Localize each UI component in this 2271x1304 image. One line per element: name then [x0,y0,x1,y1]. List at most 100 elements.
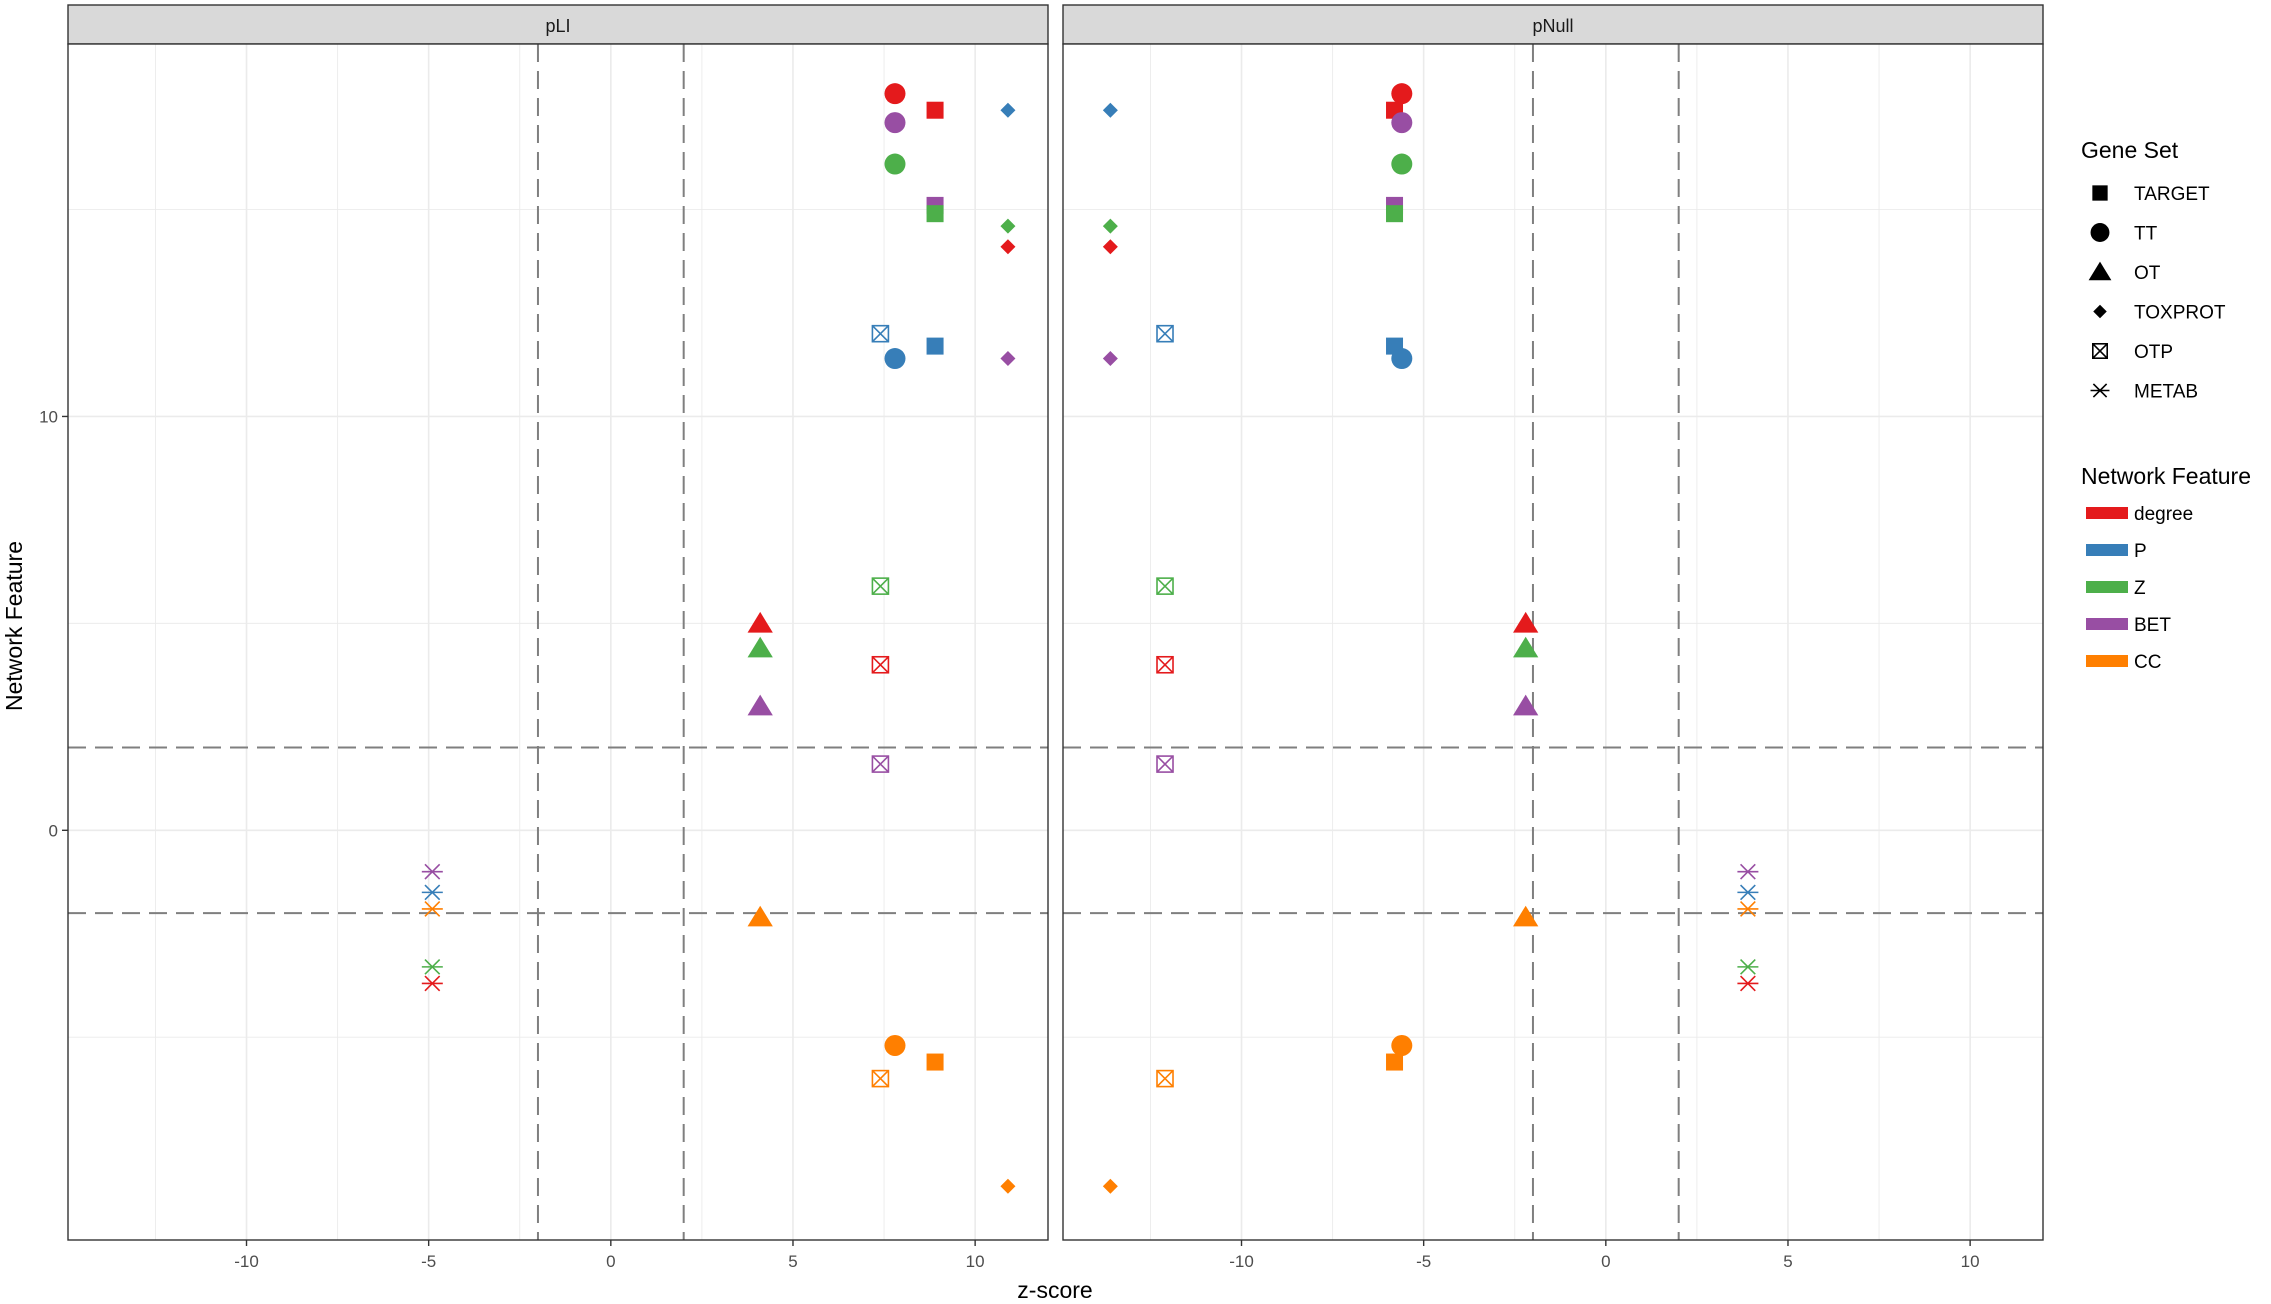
point-tt-cc [884,1034,906,1056]
y-axis-ticks: 0 10 [39,407,68,840]
point-tt-z [884,153,906,175]
point-metab-degree [1737,975,1759,992]
point-otp-cc [1156,1069,1174,1088]
point-toxprot-bet [1102,351,1118,367]
panel-background [1063,44,2043,1240]
point-otp-z [1156,577,1174,595]
x-tick-label: 0 [606,1252,615,1271]
panel-border [1062,43,2044,1241]
legend-label: TOXPROT [2134,303,2226,324]
point-otp-p [871,324,890,343]
legend-item-ot: OT [2088,261,2161,284]
legend-key-bet [2086,618,2128,630]
point-otp-z [871,577,890,595]
panel-pli: pLI -10 -5 0 5 10 0 10 [39,4,1049,1271]
legend-key-otp [2092,342,2109,359]
x-tick-label: -10 [234,1252,259,1271]
legend-key-ot [2088,261,2112,281]
legend-label: P [2134,541,2147,562]
point-metab-degree [421,975,443,992]
legend-key-degree [2086,507,2128,519]
point-target-degree [926,101,944,119]
y-tick-label: 0 [49,821,58,840]
data-points [1102,83,1759,1194]
legend-label: degree [2134,504,2193,525]
legend-key-toxprot [2093,304,2107,319]
point-toxprot-degree [1000,239,1016,255]
x-axis-ticks: -10 -5 0 5 10 [1229,1240,1980,1271]
point-toxprot-p [1102,102,1118,118]
point-ot-cc [1513,905,1539,927]
legend-network-feature: Network Feature degree PZ BET CC [2081,463,2251,673]
legend-gene-set: Gene Set TARGET TT OT TOXPROT OTP METAB [2081,137,2226,403]
point-tt-p [884,348,906,370]
point-ot-bet [747,694,773,716]
point-tt-degree [884,83,906,105]
reference-lines [1063,44,2043,1240]
legend-item-degree: degree [2086,504,2193,525]
legend-item-metab: METAB [2090,382,2198,403]
legend-title: Network Feature [2081,463,2251,489]
legend-key-cc [2086,655,2128,667]
y-axis-title: Network Feature [1,541,27,711]
point-ot-degree [1513,611,1539,633]
facet-strip: pLI [67,4,1049,45]
point-metab-cc [421,901,443,917]
axis-titles: z-score Network Feature [1,541,1093,1303]
point-tt-degree [1391,83,1413,105]
point-metab-z [421,958,443,975]
x-tick-label: -5 [1416,1252,1431,1271]
panel-background [68,44,1048,1240]
point-toxprot-z [1102,218,1118,234]
point-toxprot-cc [1000,1178,1016,1194]
point-toxprot-bet [1000,351,1016,367]
x-tick-label: 10 [966,1252,985,1271]
point-target-z [1386,205,1404,223]
point-ot-z [747,636,773,658]
point-metab-p [1737,884,1759,901]
point-ot-degree [747,611,773,633]
point-tt-bet [884,112,906,134]
legend-item-otp: OTP [2092,342,2173,363]
legend-label: TT [2134,224,2158,245]
legend-item-target: TARGET [2092,184,2210,205]
legend-key-metab [2090,383,2110,398]
legend-item-tt: TT [2090,223,2158,245]
panel-pnull: pNull -10 -5 0 5 10 [1062,4,2044,1271]
grid-lines [68,44,1048,1240]
grid-lines [1063,44,2043,1240]
point-ot-z [1513,636,1539,658]
legend-label: Z [2134,578,2146,599]
point-toxprot-p [1000,102,1016,118]
x-axis-title: z-score [1017,1277,1092,1303]
point-metab-z [1737,958,1759,975]
point-tt-z [1391,153,1413,175]
legend-item-bet: BET [2086,615,2171,636]
x-tick-label: 10 [1961,1252,1980,1271]
legend-item-z: Z [2086,578,2146,599]
point-metab-cc [1737,901,1759,917]
y-tick-label: 10 [39,407,58,426]
point-otp-bet [1156,755,1174,773]
legend-label: METAB [2134,382,2198,403]
x-tick-label: 0 [1601,1252,1610,1271]
panel-border [67,43,1049,1241]
legend-label: BET [2134,615,2171,636]
facet-strip-label: pNull [1532,16,1573,36]
point-target-cc [1386,1053,1404,1071]
legend-key-target [2092,185,2108,201]
point-toxprot-cc [1102,1178,1118,1194]
point-otp-degree [871,655,890,674]
facet-strip: pNull [1062,4,2044,45]
point-ot-cc [747,905,773,927]
data-points [421,83,1016,1194]
point-ot-bet [1513,694,1539,716]
legend-label: CC [2134,652,2161,673]
point-target-z [926,205,944,223]
point-otp-p [1156,324,1174,343]
legend-item-p: P [2086,541,2147,562]
facet-strip-label: pLI [545,16,570,36]
x-tick-label: 5 [1783,1252,1792,1271]
reference-lines [68,44,1048,1240]
legend-label: OTP [2134,342,2173,363]
